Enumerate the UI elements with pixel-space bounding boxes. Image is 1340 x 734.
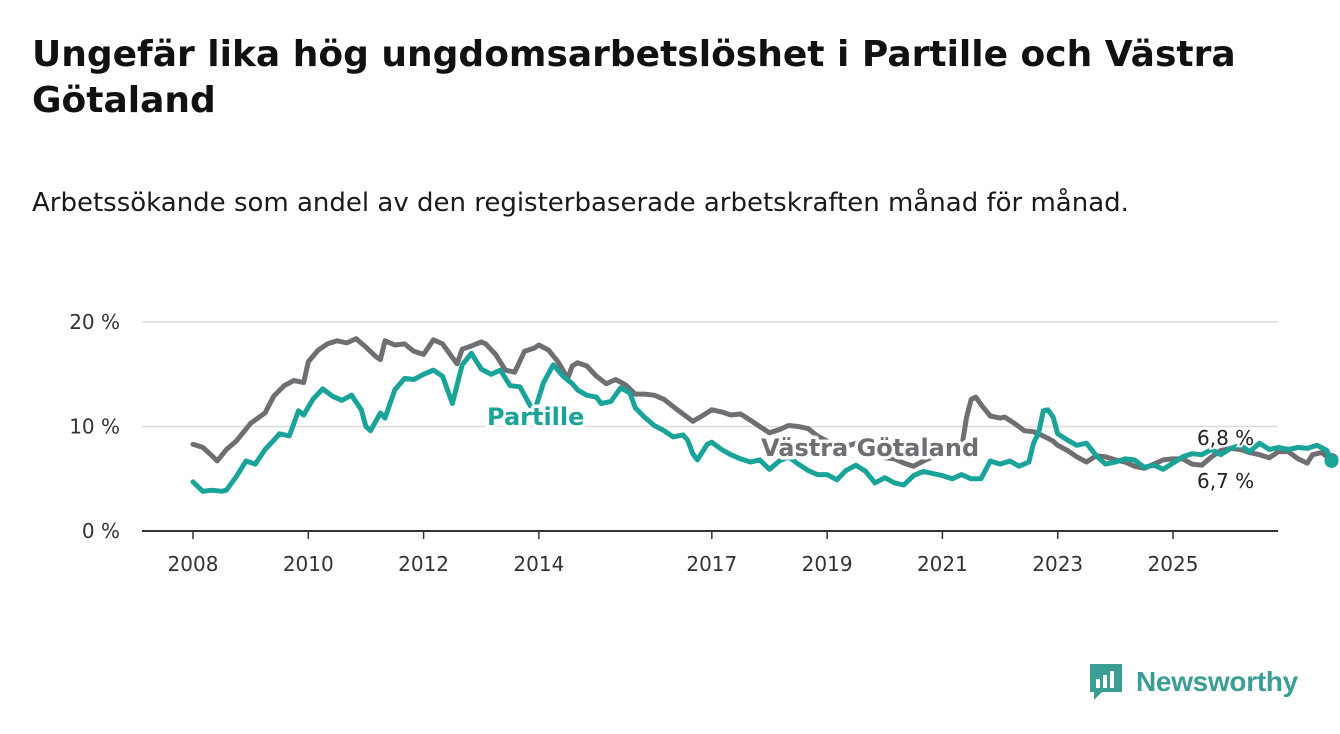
series-label-partille: Partille	[487, 403, 584, 431]
logo-text: Newsworthy	[1136, 666, 1298, 697]
y-tick-label: 0 %	[82, 519, 120, 543]
x-tick-label: 2010	[283, 552, 334, 576]
chart-title: Ungefär lika hög ungdomsarbetslöshet i P…	[32, 34, 1236, 121]
line-chart: 0 % 10 % 20 % 2008 2010 2012 2014 2017 2019 2021…	[69, 310, 1339, 576]
x-tick-label: 2014	[513, 552, 564, 576]
end-point-partille	[1324, 453, 1339, 468]
x-axis-ticks: 2008 2010 2012 2014 2017 2019 2021 2023 2025	[168, 531, 1199, 576]
x-tick-label: 2021	[917, 552, 968, 576]
series-labels: Partille Västra Götaland 6,8 % 6,7 %	[484, 400, 1257, 496]
series-line-vastra-gotaland	[190, 336, 1334, 471]
x-tick-label: 2023	[1032, 552, 1083, 576]
y-tick-label: 20 %	[69, 310, 120, 334]
x-tick-label: 2008	[168, 552, 219, 576]
chart-subtitle: Arbetssökande som andel av den registerb…	[32, 188, 1129, 218]
y-tick-label: 10 %	[69, 415, 120, 439]
newsworthy-logo: Newsworthy	[1088, 660, 1298, 704]
x-tick-label: 2012	[398, 552, 449, 576]
y-axis-ticks: 0 % 10 % 20 %	[69, 310, 120, 543]
end-label-partille: 6,7 %	[1197, 469, 1254, 493]
series-lines	[190, 336, 1339, 494]
series-label-vastra-gotaland: Västra Götaland	[761, 434, 979, 462]
bar-chart-logo-icon	[1090, 664, 1122, 700]
grid-lines	[142, 321, 1278, 532]
x-tick-label: 2019	[802, 552, 853, 576]
x-tick-label: 2017	[686, 552, 737, 576]
x-tick-label: 2025	[1148, 552, 1199, 576]
series-line-partille	[190, 350, 1334, 494]
end-label-vastra-gotaland: 6,8 %	[1197, 426, 1254, 450]
